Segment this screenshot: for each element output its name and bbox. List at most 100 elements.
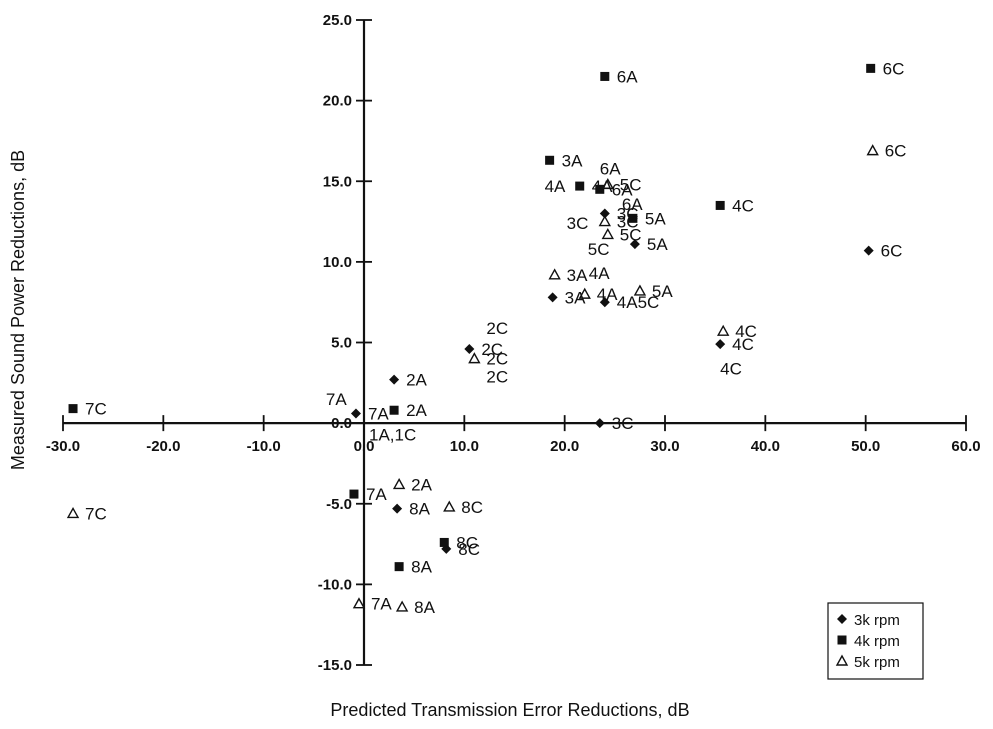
point-label: 8C: [458, 540, 480, 559]
data-point: [578, 287, 591, 299]
legend-marker: [837, 635, 847, 645]
legend-marker: [835, 654, 849, 666]
data-point: [717, 324, 730, 336]
point-label: 4A: [592, 177, 613, 196]
point-label: 4A: [597, 285, 618, 304]
point-label: 8C: [456, 533, 478, 552]
y-tick-label: 25.0: [323, 12, 352, 29]
data-points: [66, 63, 879, 612]
point-label: 4C: [735, 322, 757, 341]
point-label: 8A: [411, 558, 432, 577]
point-label: 7C: [85, 504, 107, 523]
point-label: 3C: [617, 213, 639, 232]
annotation-label: 2C: [486, 367, 508, 386]
legend-marker: [837, 614, 847, 624]
point-label: 5C: [620, 175, 642, 194]
annotation-label: 6A: [600, 159, 621, 178]
x-tick-label: 60.0: [951, 438, 980, 455]
point-label: 2A: [406, 401, 427, 420]
data-point: [545, 155, 555, 165]
x-tick-label: 20.0: [550, 438, 579, 455]
x-tick-label: 50.0: [851, 438, 880, 455]
point-label: 5A: [645, 209, 666, 228]
data-point: [350, 408, 361, 419]
point-label: 3C: [617, 205, 639, 224]
point-label: 3A: [565, 288, 586, 307]
x-tick-label: 30.0: [650, 438, 679, 455]
data-point: [547, 292, 558, 303]
axes: [62, 19, 967, 666]
data-point: [629, 239, 640, 250]
y-tick-label: 10.0: [323, 254, 352, 271]
x-tick-label: 10.0: [450, 438, 479, 455]
data-point: [352, 597, 366, 609]
y-tick-label: -15.0: [318, 657, 352, 674]
annotation-label: 4A: [545, 177, 566, 196]
data-point: [392, 477, 406, 490]
point-label: 3A: [567, 266, 588, 285]
point-label: 2A: [406, 371, 427, 390]
data-point: [715, 200, 725, 210]
data-point: [601, 178, 614, 190]
y-tick-label: -5.0: [326, 496, 352, 513]
point-label: 7A: [366, 485, 387, 504]
point-label: 8A: [414, 598, 435, 617]
x-axis-title: Predicted Transmission Error Reductions,…: [330, 700, 689, 720]
x-tick-label: -10.0: [247, 438, 281, 455]
legend-label: 5k rpm: [854, 654, 900, 671]
annotation-label: 2C: [486, 319, 508, 338]
data-point: [863, 245, 874, 256]
annotation-label: 4A: [589, 264, 610, 283]
point-label: 3A: [562, 151, 583, 170]
data-point: [68, 404, 78, 414]
x-tick-label: -20.0: [146, 438, 180, 455]
point-label: 4A5C: [617, 293, 660, 312]
y-axis-title: Measured Sound Power Reductions, dB: [8, 150, 28, 470]
data-point: [468, 352, 481, 364]
point-label: 7A: [368, 404, 389, 423]
y-tick-label: 15.0: [323, 173, 352, 190]
annotation-label: 7A: [326, 390, 347, 409]
point-label: 5A: [652, 282, 673, 301]
data-point: [598, 215, 611, 227]
x-tick-label: 0.0: [354, 438, 375, 455]
data-point: [715, 339, 726, 350]
data-point: [866, 63, 876, 73]
point-label: 5C: [620, 225, 642, 244]
data-point: [595, 184, 605, 194]
data-point: [394, 562, 404, 572]
point-label: 6C: [881, 242, 903, 261]
x-tick-label: 40.0: [751, 438, 780, 455]
data-point: [389, 374, 400, 385]
legend: 3k rpm 4k rpm 5k rpm: [827, 602, 924, 680]
point-label: 6C: [885, 142, 907, 161]
data-point: [594, 418, 605, 429]
data-point: [628, 213, 638, 223]
data-point: [395, 600, 409, 612]
data-point: [349, 489, 359, 499]
point-label: 8C: [461, 498, 483, 517]
point-label: 2A: [411, 475, 432, 494]
legend-label: 3k rpm: [854, 612, 900, 629]
legend-label: 4k rpm: [854, 633, 900, 650]
data-point: [548, 268, 561, 280]
annotation-label: 6A: [622, 195, 643, 214]
data-point: [443, 500, 456, 512]
point-label: 2C: [486, 350, 508, 369]
data-point: [599, 297, 610, 308]
annotation-label: 5C: [588, 240, 610, 259]
data-point: [392, 503, 403, 514]
x-tick-label: -30.0: [46, 438, 80, 455]
point-label: 3C: [612, 414, 634, 433]
tick-labels: -30.0 -20.0 -10.0 0.0 10.0 20.0 30.0 40.0 50.0 60…: [46, 12, 981, 674]
point-label: 8A: [409, 500, 430, 519]
y-tick-label: 5.0: [331, 335, 352, 352]
data-point: [389, 405, 399, 415]
point-label: 4C: [732, 335, 754, 354]
y-tick-label: -10.0: [318, 576, 352, 593]
data-point: [866, 144, 879, 156]
data-point: [439, 537, 449, 547]
point-label: 5A: [647, 235, 668, 254]
